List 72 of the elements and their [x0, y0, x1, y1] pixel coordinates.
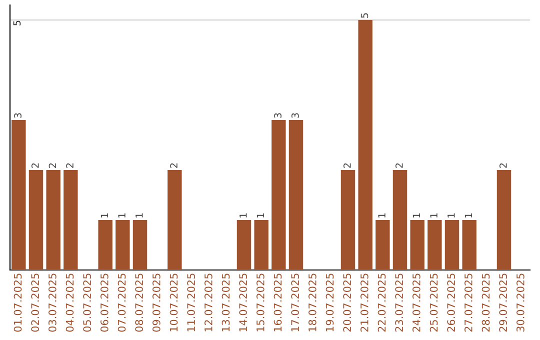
x-tick-label: 21.07.2025 — [360, 274, 368, 332]
x-tick-label: 10.07.2025 — [170, 274, 178, 332]
data-label: 1 — [256, 213, 264, 218]
data-label: 2 — [395, 163, 403, 168]
data-label: 2 — [48, 163, 56, 168]
x-tick-label: 14.07.2025 — [239, 274, 248, 332]
x-tick-label: 16.07.2025 — [274, 274, 282, 332]
data-label: 2 — [343, 163, 351, 168]
bar — [376, 220, 390, 270]
bar — [116, 220, 130, 270]
x-tick-label: 11.07.2025 — [187, 274, 196, 332]
x-tick-label: 26.07.2025 — [447, 274, 456, 332]
data-label: 3 — [291, 113, 299, 118]
x-tick-label: 18.07.2025 — [308, 274, 316, 332]
data-label: 3 — [14, 113, 22, 118]
x-tick-label: 04.07.2025 — [66, 274, 74, 332]
data-label: 2 — [66, 163, 74, 168]
x-tick-label: 13.07.2025 — [222, 274, 230, 332]
bar — [462, 220, 476, 270]
x-tick-label: 05.07.2025 — [83, 274, 92, 332]
data-label: 1 — [448, 213, 455, 218]
bar — [254, 220, 268, 270]
x-tick-label: 17.07.2025 — [291, 274, 300, 332]
bar — [236, 220, 252, 270]
data-label: 1 — [412, 213, 420, 218]
x-tick-label: 23.07.2025 — [395, 274, 404, 332]
data-label: 1 — [118, 213, 126, 218]
data-label: 5 — [360, 13, 368, 18]
bar — [410, 220, 424, 270]
bar — [98, 220, 112, 270]
x-tick-label: 25.07.2025 — [430, 274, 438, 332]
bar — [496, 170, 512, 270]
bar — [12, 120, 26, 270]
x-tick-label: 09.07.2025 — [152, 274, 160, 332]
x-tick-label: 12.07.2025 — [204, 274, 212, 332]
data-label: 1 — [240, 213, 247, 218]
bar — [272, 120, 286, 270]
x-tick-label: 29.07.2025 — [499, 274, 508, 332]
data-label: 3 — [274, 113, 282, 118]
x-tick-label: 07.07.2025 — [118, 274, 126, 332]
x-tick-label: 28.07.2025 — [482, 274, 490, 332]
bar — [288, 120, 304, 270]
bar — [28, 170, 44, 270]
x-tick-label: 20.07.2025 — [343, 274, 352, 332]
data-label: 1 — [464, 213, 472, 218]
data-label: 2 — [170, 163, 178, 168]
x-tick-label: 19.07.2025 — [326, 274, 334, 332]
bar — [132, 220, 148, 270]
x-tick-label: 01.07.2025 — [14, 274, 22, 332]
bar — [358, 20, 372, 270]
x-tick-label: 08.07.2025 — [135, 274, 144, 332]
x-tick-label: 06.07.2025 — [100, 274, 108, 332]
data-label: 2 — [31, 163, 39, 168]
x-tick-label: 27.07.2025 — [464, 274, 472, 332]
bar — [392, 170, 408, 270]
bar — [64, 170, 78, 270]
bar — [444, 220, 460, 270]
x-tick-label: 02.07.2025 — [31, 274, 40, 332]
data-label: 1 — [100, 213, 108, 218]
bar — [340, 170, 356, 270]
bar — [428, 220, 442, 270]
x-tick-label: 03.07.2025 — [48, 274, 56, 332]
bar — [46, 170, 60, 270]
data-label: 1 — [430, 213, 438, 218]
data-label: 1 — [378, 213, 386, 218]
data-label: 1 — [136, 213, 143, 218]
x-tick-label: 24.07.2025 — [412, 274, 420, 332]
x-tick-label: 15.07.2025 — [256, 274, 264, 332]
data-label: 2 — [499, 163, 507, 168]
bar — [168, 170, 182, 270]
x-tick-label: 30.07.2025 — [516, 274, 524, 332]
x-tick-label: 22.07.2025 — [378, 274, 386, 332]
